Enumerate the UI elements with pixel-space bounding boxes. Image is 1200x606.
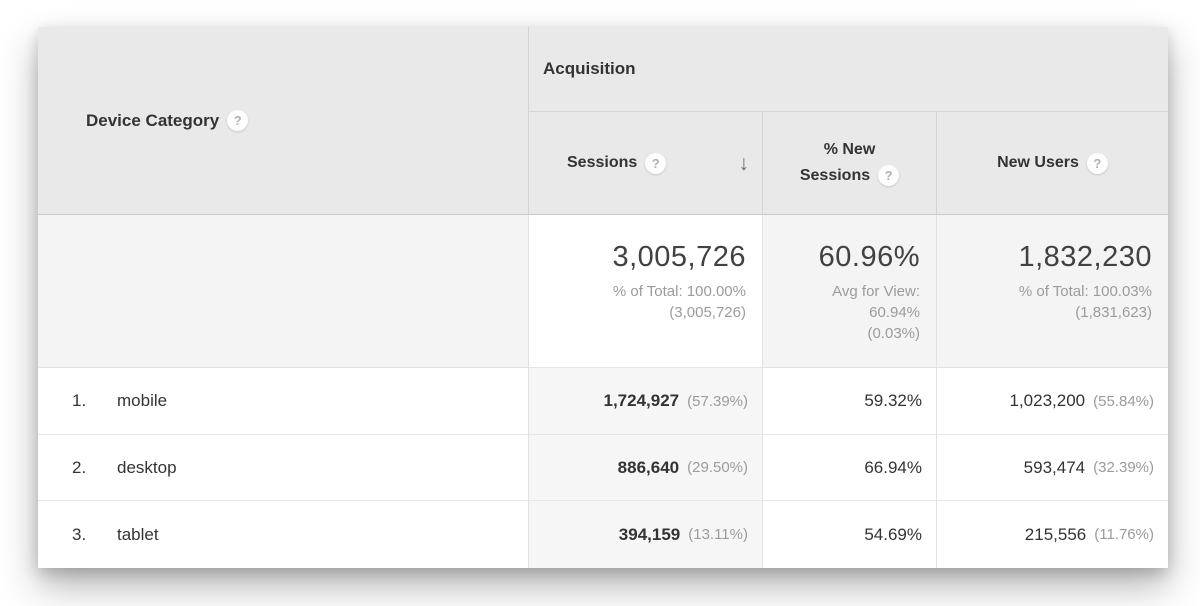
- new-users-help-icon[interactable]: ?: [1086, 152, 1108, 174]
- sessions-column-header[interactable]: Sessions? ↓: [528, 112, 762, 215]
- table-row-dimension: 1. mobile: [38, 368, 528, 435]
- new-users-label: New Users: [997, 154, 1079, 171]
- percent-new-sessions-column-header[interactable]: % New Sessions?: [762, 112, 936, 215]
- new-users-cell: 215,556 (11.76%): [936, 501, 1168, 568]
- percent-new-sessions-cell: 54.69%: [762, 501, 936, 568]
- table-row-dimension: 3. tablet: [38, 501, 528, 568]
- dimension-value: desktop: [117, 457, 177, 477]
- percent-new-sessions-value: 59.32%: [864, 391, 922, 410]
- sessions-cell: 1,724,927 (57.39%): [528, 368, 762, 435]
- new-users-cell: 593,474 (32.39%): [936, 435, 1168, 501]
- new-users-value: 215,556: [1024, 524, 1087, 544]
- percent-new-sessions-help-icon[interactable]: ?: [878, 165, 900, 187]
- sessions-value: 886,640: [617, 457, 680, 477]
- sessions-help-icon[interactable]: ?: [645, 152, 667, 174]
- sessions-percent: (13.11%): [688, 526, 748, 543]
- acquisition-group-header: Acquisition: [528, 27, 1168, 112]
- percent-new-sessions-total-subline-2: 60.94%: [869, 304, 920, 321]
- sessions-total-subline-1: % of Total: 100.00%: [612, 283, 746, 300]
- sort-descending-icon[interactable]: ↓: [738, 151, 750, 175]
- device-category-header[interactable]: Device Category?: [38, 27, 528, 215]
- new-users-percent: (32.39%): [1093, 459, 1154, 476]
- acquisition-label: Acquisition: [543, 59, 636, 78]
- device-category-label: Device Category: [86, 110, 220, 130]
- new-users-percent: (11.76%): [1094, 526, 1154, 543]
- analytics-data-table: Device Category? Acquisition Sessions? ↓ …: [38, 27, 1168, 568]
- sessions-label: Sessions: [567, 154, 638, 171]
- new-users-percent: (55.84%): [1093, 392, 1154, 410]
- device-category-help-icon[interactable]: ?: [227, 110, 249, 131]
- row-rank: 1.: [72, 391, 87, 410]
- percent-new-sessions-value: 66.94%: [864, 457, 922, 477]
- percent-new-sessions-total-subline-3: (0.03%): [867, 325, 920, 342]
- totals-dimension-cell: [38, 215, 528, 368]
- percent-new-sessions-cell: 59.32%: [762, 368, 936, 435]
- percent-new-sessions-total-cell: 60.96% Avg for View: 60.94% (0.03%): [762, 215, 936, 368]
- sessions-percent: (29.50%): [687, 459, 748, 476]
- sessions-total-cell: 3,005,726 % of Total: 100.00% (3,005,726…: [528, 215, 762, 368]
- sessions-total-subline-2: (3,005,726): [669, 304, 746, 321]
- new-users-value: 593,474: [1023, 457, 1086, 477]
- new-users-cell: 1,023,200 (55.84%): [936, 368, 1168, 435]
- dimension-value: tablet: [117, 524, 159, 544]
- table-row-dimension: 2. desktop: [38, 435, 528, 501]
- new-users-column-header[interactable]: New Users?: [936, 112, 1168, 215]
- percent-new-sessions-total-value: 60.96%: [818, 241, 920, 273]
- percent-new-sessions-total-subline-1: Avg for View:: [832, 283, 920, 300]
- new-users-value: 1,023,200: [1009, 391, 1086, 410]
- sessions-percent: (57.39%): [687, 392, 748, 410]
- percent-new-sessions-label: % New Sessions: [799, 141, 876, 184]
- percent-new-sessions-cell: 66.94%: [762, 435, 936, 501]
- sessions-cell: 886,640 (29.50%): [528, 435, 762, 501]
- new-users-total-subline-2: (1,831,623): [1075, 304, 1152, 321]
- sessions-value: 1,724,927: [603, 391, 680, 410]
- table-grid: Device Category? Acquisition Sessions? ↓ …: [38, 27, 1168, 568]
- dimension-value: mobile: [117, 391, 168, 410]
- percent-new-sessions-value: 54.69%: [864, 524, 922, 544]
- new-users-total-value: 1,832,230: [1018, 241, 1152, 273]
- new-users-total-cell: 1,832,230 % of Total: 100.03% (1,831,623…: [936, 215, 1168, 368]
- row-rank: 2.: [72, 457, 87, 477]
- new-users-total-subline-1: % of Total: 100.03%: [1018, 283, 1152, 300]
- row-rank: 3.: [72, 524, 87, 544]
- sessions-value: 394,159: [618, 524, 681, 544]
- sessions-cell: 394,159 (13.11%): [528, 501, 762, 568]
- sessions-total-value: 3,005,726: [612, 241, 746, 273]
